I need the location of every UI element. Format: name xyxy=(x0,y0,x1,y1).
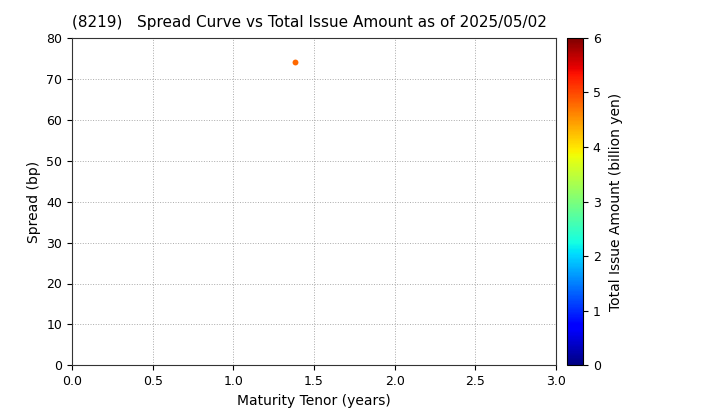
X-axis label: Maturity Tenor (years): Maturity Tenor (years) xyxy=(237,394,391,408)
Y-axis label: Total Issue Amount (billion yen): Total Issue Amount (billion yen) xyxy=(609,92,623,311)
Point xyxy=(289,59,300,66)
Y-axis label: Spread (bp): Spread (bp) xyxy=(27,160,41,243)
Text: (8219)   Spread Curve vs Total Issue Amount as of 2025/05/02: (8219) Spread Curve vs Total Issue Amoun… xyxy=(72,15,547,30)
